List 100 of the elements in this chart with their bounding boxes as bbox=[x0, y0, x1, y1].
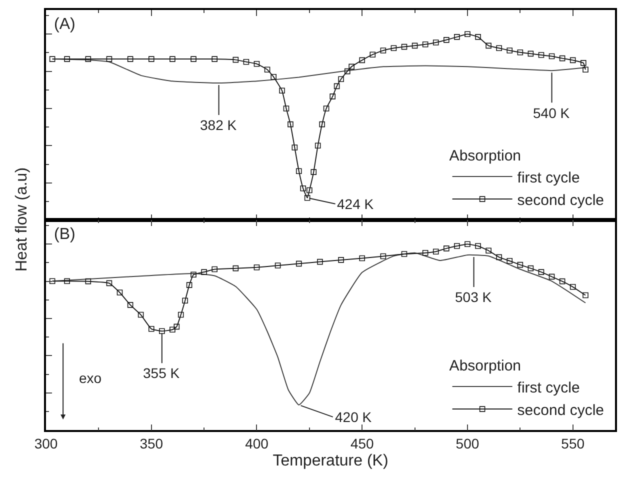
legend-label: second cycle bbox=[517, 402, 604, 419]
point bbox=[49, 278, 56, 284]
point bbox=[283, 106, 290, 112]
point bbox=[170, 56, 176, 62]
point bbox=[148, 326, 154, 332]
point bbox=[538, 52, 544, 58]
x-tick-label: 300 bbox=[34, 436, 58, 452]
point bbox=[496, 254, 502, 260]
point bbox=[506, 48, 513, 54]
point bbox=[304, 194, 310, 201]
point bbox=[317, 258, 323, 265]
annotation: 420 K bbox=[335, 409, 372, 425]
point bbox=[580, 60, 586, 66]
point bbox=[344, 68, 350, 74]
point bbox=[559, 55, 566, 62]
legend-label: first cycle bbox=[517, 169, 580, 186]
point bbox=[454, 34, 460, 40]
point bbox=[528, 50, 534, 57]
point bbox=[127, 302, 134, 308]
annotation: 503 K bbox=[455, 289, 492, 305]
point bbox=[412, 42, 418, 49]
legend-title: Absorption bbox=[449, 357, 522, 374]
point bbox=[432, 248, 439, 254]
point bbox=[422, 41, 428, 48]
point bbox=[444, 37, 450, 43]
legend-title: Absorption bbox=[449, 147, 522, 164]
point bbox=[270, 74, 276, 80]
point bbox=[264, 66, 270, 73]
annotation: 382 K bbox=[200, 117, 238, 133]
point bbox=[486, 248, 492, 254]
point bbox=[254, 264, 260, 270]
point bbox=[138, 312, 144, 318]
point bbox=[348, 64, 354, 70]
point bbox=[49, 56, 56, 62]
point bbox=[182, 298, 188, 304]
point bbox=[570, 284, 576, 290]
point bbox=[464, 241, 470, 248]
point bbox=[148, 56, 154, 62]
point bbox=[486, 42, 492, 49]
point bbox=[422, 250, 428, 256]
point bbox=[444, 246, 450, 252]
x-tick-label: 550 bbox=[561, 436, 585, 452]
point bbox=[496, 45, 502, 51]
x-axis-title: Temperature (K) bbox=[272, 452, 388, 470]
point bbox=[370, 52, 376, 58]
point bbox=[475, 34, 481, 40]
point bbox=[454, 243, 460, 249]
point bbox=[174, 324, 180, 330]
point bbox=[201, 269, 207, 275]
point bbox=[432, 40, 439, 46]
x-tick-label: 350 bbox=[140, 436, 164, 452]
point bbox=[306, 187, 312, 194]
point bbox=[232, 265, 239, 272]
point bbox=[570, 57, 576, 64]
point bbox=[190, 272, 196, 278]
annotation: exo bbox=[79, 370, 102, 386]
point bbox=[390, 45, 397, 51]
point bbox=[338, 257, 344, 263]
point bbox=[401, 251, 408, 257]
point bbox=[127, 56, 134, 62]
chart-title: (B) bbox=[54, 226, 76, 243]
point bbox=[582, 66, 588, 73]
point bbox=[296, 260, 302, 267]
point bbox=[334, 83, 340, 90]
point bbox=[212, 266, 218, 272]
legend-label: first cycle bbox=[517, 379, 580, 396]
point bbox=[401, 44, 408, 50]
point bbox=[85, 56, 92, 62]
annotation: 540 K bbox=[533, 105, 570, 121]
point bbox=[314, 142, 321, 149]
point bbox=[106, 280, 112, 286]
point bbox=[212, 56, 218, 62]
point bbox=[338, 76, 344, 82]
point bbox=[582, 292, 588, 298]
point bbox=[380, 253, 386, 260]
legend-label: second cycle bbox=[517, 192, 604, 209]
point bbox=[300, 186, 306, 192]
point bbox=[380, 48, 386, 54]
point bbox=[64, 278, 70, 284]
point bbox=[292, 144, 298, 150]
point bbox=[359, 57, 366, 64]
chart-title: (A) bbox=[54, 16, 76, 33]
point bbox=[159, 328, 165, 334]
annotation: 355 K bbox=[143, 365, 180, 381]
point bbox=[85, 278, 92, 284]
point bbox=[296, 168, 302, 174]
point bbox=[359, 255, 366, 262]
x-tick-label: 400 bbox=[245, 436, 269, 452]
point bbox=[464, 31, 470, 38]
point bbox=[548, 274, 555, 280]
point bbox=[548, 53, 555, 60]
point bbox=[190, 56, 196, 62]
point bbox=[517, 49, 524, 56]
point bbox=[288, 121, 294, 128]
x-tick-label: 450 bbox=[350, 436, 374, 452]
point bbox=[559, 278, 566, 284]
point bbox=[517, 262, 524, 268]
point bbox=[232, 56, 239, 63]
point bbox=[330, 94, 336, 100]
point bbox=[538, 269, 544, 275]
